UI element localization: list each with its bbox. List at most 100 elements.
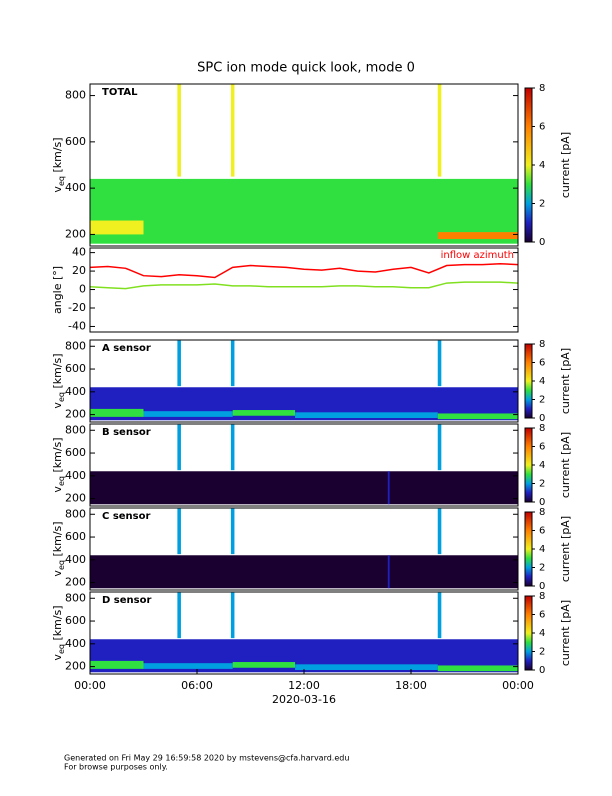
colorbar-tick-label: 0: [539, 581, 545, 592]
y-label-unit: [km/s]: [51, 137, 64, 176]
colorbar-tick-label: 0: [539, 237, 545, 248]
heat-cell: [143, 225, 233, 235]
x-tick-label: 18:00: [395, 679, 427, 692]
heat-cell: [177, 508, 181, 555]
colorbar-tick-label: 0: [539, 665, 545, 676]
x-tick-label: 06:00: [181, 679, 213, 692]
heat-cell: [232, 410, 296, 416]
panel-label: B sensor: [102, 427, 151, 438]
y-tick-label: 20: [72, 264, 86, 277]
heat-cell: [230, 592, 235, 639]
panel-label: TOTAL: [102, 87, 138, 98]
y-label-sub: eq: [57, 176, 66, 186]
panel: [90, 262, 518, 290]
colorbar-label: current [pA]: [559, 132, 572, 198]
colorbar-label: current [pA]: [559, 516, 572, 582]
y-tick-label: -40: [68, 319, 86, 332]
y-tick-label: 600: [65, 614, 86, 627]
y-tick-label: 0: [79, 283, 86, 296]
panel: [90, 340, 518, 421]
footer-line: For browse purposes only.: [64, 763, 168, 772]
heat-cell: [437, 592, 442, 639]
line: [90, 281, 518, 290]
panel-label: A sensor: [102, 343, 151, 354]
x-tick-label: 00:00: [502, 679, 534, 692]
y-label-main: v: [51, 402, 64, 409]
y-tick-label: 800: [65, 89, 86, 102]
panel-label: D sensor: [102, 595, 151, 606]
plot-frame: [89, 83, 519, 247]
heat-cell: [295, 227, 438, 237]
plot-frame: [89, 507, 519, 591]
y-tick-label: 800: [65, 591, 86, 604]
y-tick-label: 40: [72, 246, 86, 259]
colorbar: [524, 511, 533, 587]
colorbar-tick-label: 6: [539, 526, 545, 537]
heat-cell: [437, 340, 442, 387]
colorbar-tick-label: 8: [539, 507, 545, 518]
colorbar-tick-label: 4: [539, 460, 545, 471]
y-tick-label: 400: [65, 181, 86, 194]
y-tick-label: 600: [65, 362, 86, 375]
heat-cell: [232, 222, 296, 235]
heat-cell: [437, 413, 518, 420]
y-tick-label: 600: [65, 446, 86, 459]
y-tick-label: 800: [65, 339, 86, 352]
heat-cell: [387, 471, 390, 505]
y-axis-label: veq [km/s]: [51, 521, 66, 576]
y-tick-label: 200: [65, 576, 86, 589]
y-tick-label: 200: [65, 408, 86, 421]
y-tick-label: 600: [65, 135, 86, 148]
y-tick-label: 400: [65, 553, 86, 566]
y-label-unit: [km/s]: [51, 605, 64, 644]
y-label-main: v: [51, 570, 64, 577]
heat-cell: [177, 340, 181, 387]
y-axis-label: veq [km/s]: [51, 137, 66, 192]
y-tick-label: 600: [65, 530, 86, 543]
heat-cell: [232, 662, 296, 668]
colorbar-tick-label: 4: [539, 376, 545, 387]
heat-cell: [387, 555, 390, 589]
colorbar-label: current [pA]: [559, 432, 572, 498]
footer-line: Generated on Fri May 29 16:59:58 2020 by…: [64, 754, 349, 763]
heat-cell: [90, 471, 518, 505]
plot-frame: [89, 247, 519, 333]
x-tick-label: 00:00: [74, 679, 106, 692]
plot-frame: [89, 423, 519, 507]
panel: [90, 84, 518, 244]
y-tick-label: 200: [65, 660, 86, 673]
colorbar-tick-label: 0: [539, 413, 545, 424]
heat-cell: [177, 592, 181, 639]
colorbar-tick-label: 8: [539, 339, 545, 350]
colorbar-tick-label: 2: [539, 199, 545, 210]
heat-cell: [177, 424, 181, 471]
heat-cell: [90, 220, 144, 235]
plot-frame: [89, 339, 519, 423]
heat-cell: [90, 555, 518, 589]
y-tick-label: 200: [65, 227, 86, 240]
x-axis-label: 2020-03-16: [272, 693, 336, 706]
colorbar-tick-label: 2: [539, 563, 545, 574]
heat-cell: [230, 508, 235, 555]
y-label-sub: eq: [57, 476, 66, 486]
heat-cell: [177, 84, 181, 177]
y-axis-label: veq [km/s]: [51, 605, 66, 660]
heat-cell: [437, 84, 442, 177]
y-tick-label: 200: [65, 492, 86, 505]
colorbar-tick-label: 8: [539, 591, 545, 602]
heat-cell: [143, 663, 233, 669]
heat-cell: [230, 424, 235, 471]
heat-cell: [90, 660, 144, 669]
line: [90, 262, 518, 279]
colorbar-tick-label: 8: [539, 83, 545, 94]
y-tick-label: -20: [68, 301, 86, 314]
colorbar-tick-label: 6: [539, 358, 545, 369]
y-tick-label: 400: [65, 637, 86, 650]
y-label-unit: [km/s]: [51, 521, 64, 560]
y-tick-label: 800: [65, 507, 86, 520]
colorbar-label: current [pA]: [559, 600, 572, 666]
panel-label: C sensor: [102, 511, 150, 522]
heat-cell: [230, 340, 235, 387]
colorbar-tick-label: 0: [539, 497, 545, 508]
